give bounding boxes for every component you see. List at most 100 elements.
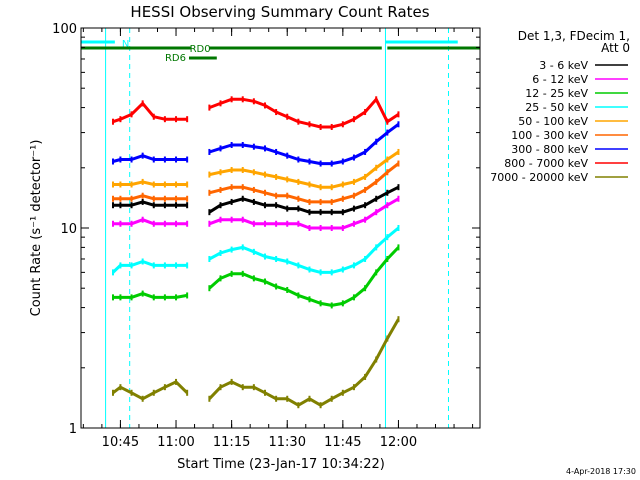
- data-point-1-23: [364, 216, 367, 223]
- data-point-0-10: [219, 202, 222, 209]
- data-point-3-7: [186, 262, 189, 269]
- data-point-7-25: [386, 118, 389, 125]
- annotation-bars: N RD0 RD6: [81, 39, 480, 64]
- data-point-3-0: [112, 269, 115, 276]
- data-point-4-13: [252, 169, 255, 176]
- data-point-1-13: [252, 220, 255, 227]
- x-axis-label: Start Time (23-Jan-17 10:34:22): [177, 457, 385, 472]
- data-point-1-7: [186, 220, 189, 227]
- data-point-5-19: [319, 198, 322, 205]
- data-point-8-23: [364, 373, 367, 380]
- data-point-7-2: [130, 111, 133, 118]
- data-point-3-18: [308, 266, 311, 273]
- legend-label-5: 100 - 300 keV: [511, 129, 588, 142]
- chart-title: HESSI Observing Summary Count Rates: [130, 3, 429, 21]
- data-point-2-17: [297, 292, 300, 299]
- data-point-5-4: [152, 195, 155, 202]
- data-point-8-7: [186, 389, 189, 396]
- data-point-7-20: [330, 123, 333, 130]
- data-point-3-15: [275, 255, 278, 262]
- legend-label-3: 25 - 50 keV: [525, 101, 588, 114]
- data-point-7-13: [252, 98, 255, 105]
- data-point-5-22: [352, 192, 355, 199]
- data-point-4-16: [286, 176, 289, 183]
- data-point-5-21: [341, 195, 344, 202]
- data-point-1-19: [319, 225, 322, 231]
- data-point-7-17: [297, 118, 300, 125]
- data-point-2-25: [386, 255, 389, 262]
- data-point-0-18: [308, 209, 311, 216]
- data-point-4-12: [241, 166, 244, 173]
- data-point-3-13: [252, 248, 255, 255]
- data-point-0-23: [364, 202, 367, 209]
- annotation-label-0: N: [122, 39, 129, 50]
- data-point-4-3: [141, 178, 144, 185]
- axes: 1 10 100 10:45 11:00 11:15 11:30 11:45 12:00: [52, 22, 480, 450]
- date-stamp: 4-Apr-2018 17:30: [566, 467, 636, 476]
- data-point-1-5: [163, 220, 166, 227]
- data-point-3-19: [319, 269, 322, 276]
- data-point-5-11: [230, 184, 233, 191]
- data-point-7-14: [263, 102, 266, 109]
- data-point-4-7: [186, 181, 189, 188]
- data-point-0-16: [286, 205, 289, 212]
- data-point-7-3: [141, 100, 144, 107]
- data-point-5-23: [364, 186, 367, 193]
- data-point-1-6: [175, 220, 178, 227]
- data-point-6-5: [163, 156, 166, 163]
- data-point-1-21: [341, 225, 344, 231]
- data-point-1-22: [352, 220, 355, 227]
- data-point-1-25: [386, 202, 389, 209]
- data-point-8-13: [252, 384, 255, 391]
- data-point-6-9: [208, 148, 211, 155]
- data-point-3-9: [208, 255, 211, 262]
- data-point-8-10: [219, 384, 222, 391]
- legend-label-4: 50 - 100 keV: [518, 115, 588, 128]
- data-point-6-17: [297, 156, 300, 163]
- data-point-3-10: [219, 249, 222, 256]
- data-point-3-12: [241, 244, 244, 251]
- annotation-label-2: RD6: [165, 53, 186, 64]
- data-point-2-12: [241, 270, 244, 277]
- data-point-7-21: [341, 121, 344, 128]
- data-point-7-7: [186, 116, 189, 123]
- data-point-8-21: [341, 389, 344, 396]
- data-point-5-14: [263, 189, 266, 196]
- data-point-6-20: [330, 160, 333, 167]
- data-point-2-23: [364, 285, 367, 292]
- data-point-3-24: [375, 244, 378, 251]
- data-point-5-20: [330, 198, 333, 205]
- series-line-1: [113, 197, 400, 230]
- data-point-1-12: [241, 216, 244, 223]
- data-point-7-26: [397, 111, 400, 118]
- data-point-7-10: [219, 100, 222, 107]
- data-point-0-25: [386, 189, 389, 196]
- data-point-5-6: [175, 195, 178, 202]
- data-point-0-5: [163, 202, 166, 209]
- data-point-2-16: [286, 286, 289, 293]
- data-point-2-4: [152, 294, 155, 301]
- data-point-8-3: [141, 395, 144, 402]
- annotation-label-1: RD0: [190, 44, 211, 55]
- data-point-8-18: [308, 395, 311, 402]
- data-point-6-3: [141, 152, 144, 159]
- data-point-3-26: [397, 225, 400, 231]
- data-point-6-23: [364, 148, 367, 155]
- x-tick-label-3: 11:30: [269, 435, 306, 450]
- data-point-0-12: [241, 195, 244, 202]
- data-point-0-9: [208, 209, 211, 216]
- x-tick-label-1: 11:00: [157, 435, 194, 450]
- data-point-8-20: [330, 395, 333, 402]
- data-point-6-1: [119, 156, 122, 163]
- data-point-7-12: [241, 96, 244, 103]
- data-point-8-17: [297, 402, 300, 409]
- data-point-8-9: [208, 395, 211, 402]
- data-point-0-15: [275, 202, 278, 209]
- data-point-5-13: [252, 186, 255, 193]
- data-point-6-19: [319, 160, 322, 167]
- data-point-1-14: [263, 220, 266, 227]
- series-line-8: [112, 318, 400, 407]
- data-point-7-24: [375, 96, 378, 103]
- data-point-4-18: [308, 181, 311, 188]
- plot-area: [105, 28, 449, 428]
